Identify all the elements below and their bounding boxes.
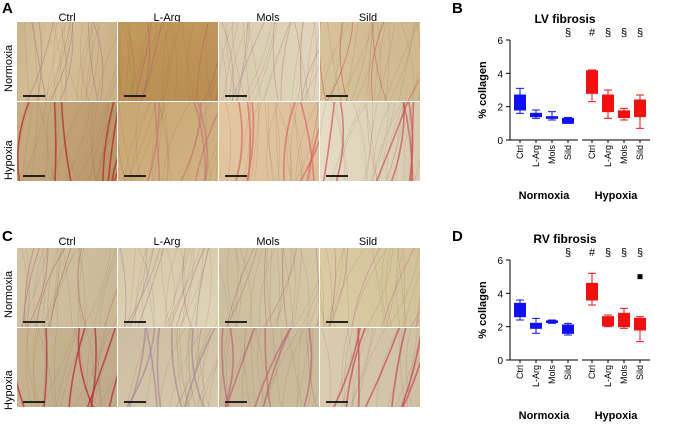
micrograph-hypoxia-sild: [320, 328, 420, 407]
micrograph-normoxia-sild: [320, 248, 420, 327]
group-label-normoxia: Normoxia: [519, 190, 571, 202]
micrograph-hypoxia-mols: [219, 102, 319, 181]
x-tick-label: Ctrl: [515, 365, 525, 379]
group-label-hypoxia: Hypoxia: [595, 410, 639, 422]
chart-title: RV fibrosis: [533, 232, 596, 246]
box: [618, 312, 630, 328]
group-label-hypoxia: Hypoxia: [595, 190, 639, 202]
micrograph-hypoxia-l-arg: [118, 102, 218, 181]
y-tick-label: 4: [497, 289, 503, 300]
x-tick-label: L-Arg: [531, 365, 541, 387]
y-tick-label: 2: [497, 323, 503, 334]
x-tick-label: Sild: [635, 365, 645, 380]
col-label-l-arg: L-Arg: [153, 12, 181, 24]
y-tick-label: 0: [497, 356, 503, 367]
panel-letter-b: B: [452, 0, 463, 17]
x-tick-label: Ctrl: [515, 145, 525, 159]
micrograph-hypoxia-l-arg: [118, 328, 218, 407]
significance-mark: #: [589, 27, 596, 39]
significance-mark: §: [605, 27, 611, 39]
x-tick-label: L-Arg: [603, 365, 613, 387]
col-label-ctrl: Ctrl: [58, 236, 76, 248]
rv-fibrosis-chart: RV fibrosis % collagen 0 2 4 6 Ctrl L-Arg Mols Si…: [477, 232, 650, 422]
row-label-normoxia: Normoxia: [3, 270, 15, 318]
panel-letter-d: D: [452, 228, 463, 245]
outlier-point: [637, 274, 643, 280]
y-tick-label: 6: [497, 256, 503, 267]
box: [514, 302, 526, 318]
box: [618, 110, 630, 119]
box: [602, 316, 614, 327]
significance-mark: §: [565, 247, 571, 259]
y-tick-label: 2: [497, 103, 503, 114]
significance-mark: §: [621, 247, 627, 259]
lv-fibrosis-chart: LV fibrosis % collagen 0 2 4 6 Ctrl L-Arg Mols Si…: [477, 12, 650, 202]
box: [530, 112, 542, 118]
box: [514, 94, 526, 111]
x-tick-label: Sild: [563, 145, 573, 160]
micrograph-normoxia-sild: [320, 22, 420, 101]
micrograph-normoxia-ctrl: [17, 22, 117, 101]
significance-mark: #: [589, 247, 596, 259]
col-label-sild: Sild: [358, 236, 378, 248]
micrograph-normoxia-mols: [219, 248, 319, 327]
micrograph-normoxia-ctrl: [17, 248, 117, 327]
y-tick-label: 0: [497, 136, 503, 147]
x-tick-label: Mols: [619, 145, 629, 165]
x-tick-label: Sild: [635, 145, 645, 160]
x-tick-label: Mols: [547, 365, 557, 385]
box: [586, 282, 598, 301]
significance-mark: §: [637, 27, 643, 39]
micrograph-normoxia-mols: [219, 22, 319, 101]
col-label-ctrl: Ctrl: [58, 12, 76, 24]
micrograph-hypoxia-mols: [219, 328, 319, 407]
x-tick-label: Ctrl: [587, 145, 597, 159]
panel-letter-a: A: [2, 0, 13, 17]
row-label-normoxia: Normoxia: [3, 44, 15, 92]
group-label-normoxia: Normoxia: [519, 410, 571, 422]
y-tick-label: 6: [497, 36, 503, 47]
significance-mark: §: [565, 27, 571, 39]
micrograph-normoxia-l-arg: [118, 22, 218, 101]
x-tick-label: Ctrl: [587, 365, 597, 379]
col-label-sild: Sild: [358, 12, 378, 24]
chart-title: LV fibrosis: [534, 12, 595, 26]
x-tick-label: L-Arg: [531, 145, 541, 167]
significance-mark: §: [621, 27, 627, 39]
micrograph-hypoxia-sild: [320, 102, 420, 181]
col-label-mols: Mols: [256, 12, 280, 24]
panel-letter-c: C: [2, 228, 13, 245]
micrograph-normoxia-l-arg: [118, 248, 218, 327]
x-tick-label: Mols: [619, 365, 629, 385]
box: [634, 317, 646, 331]
box: [530, 322, 542, 329]
col-label-mols: Mols: [256, 236, 280, 248]
y-axis-label: % collagen: [477, 61, 489, 119]
significance-mark: §: [605, 247, 611, 259]
box: [562, 324, 574, 334]
micrograph-hypoxia-ctrl: [17, 102, 117, 181]
y-tick-label: 4: [497, 69, 503, 80]
col-label-l-arg: L-Arg: [153, 236, 181, 248]
row-label-hypoxia: Hypoxia: [3, 140, 15, 180]
significance-mark: §: [637, 247, 643, 259]
x-tick-label: L-Arg: [603, 145, 613, 167]
y-axis-label: % collagen: [477, 281, 489, 339]
row-label-hypoxia: Hypoxia: [3, 370, 15, 410]
micrograph-hypoxia-ctrl: [17, 328, 117, 407]
box: [634, 99, 646, 118]
x-tick-label: Sild: [563, 365, 573, 380]
x-tick-label: Mols: [547, 145, 557, 165]
